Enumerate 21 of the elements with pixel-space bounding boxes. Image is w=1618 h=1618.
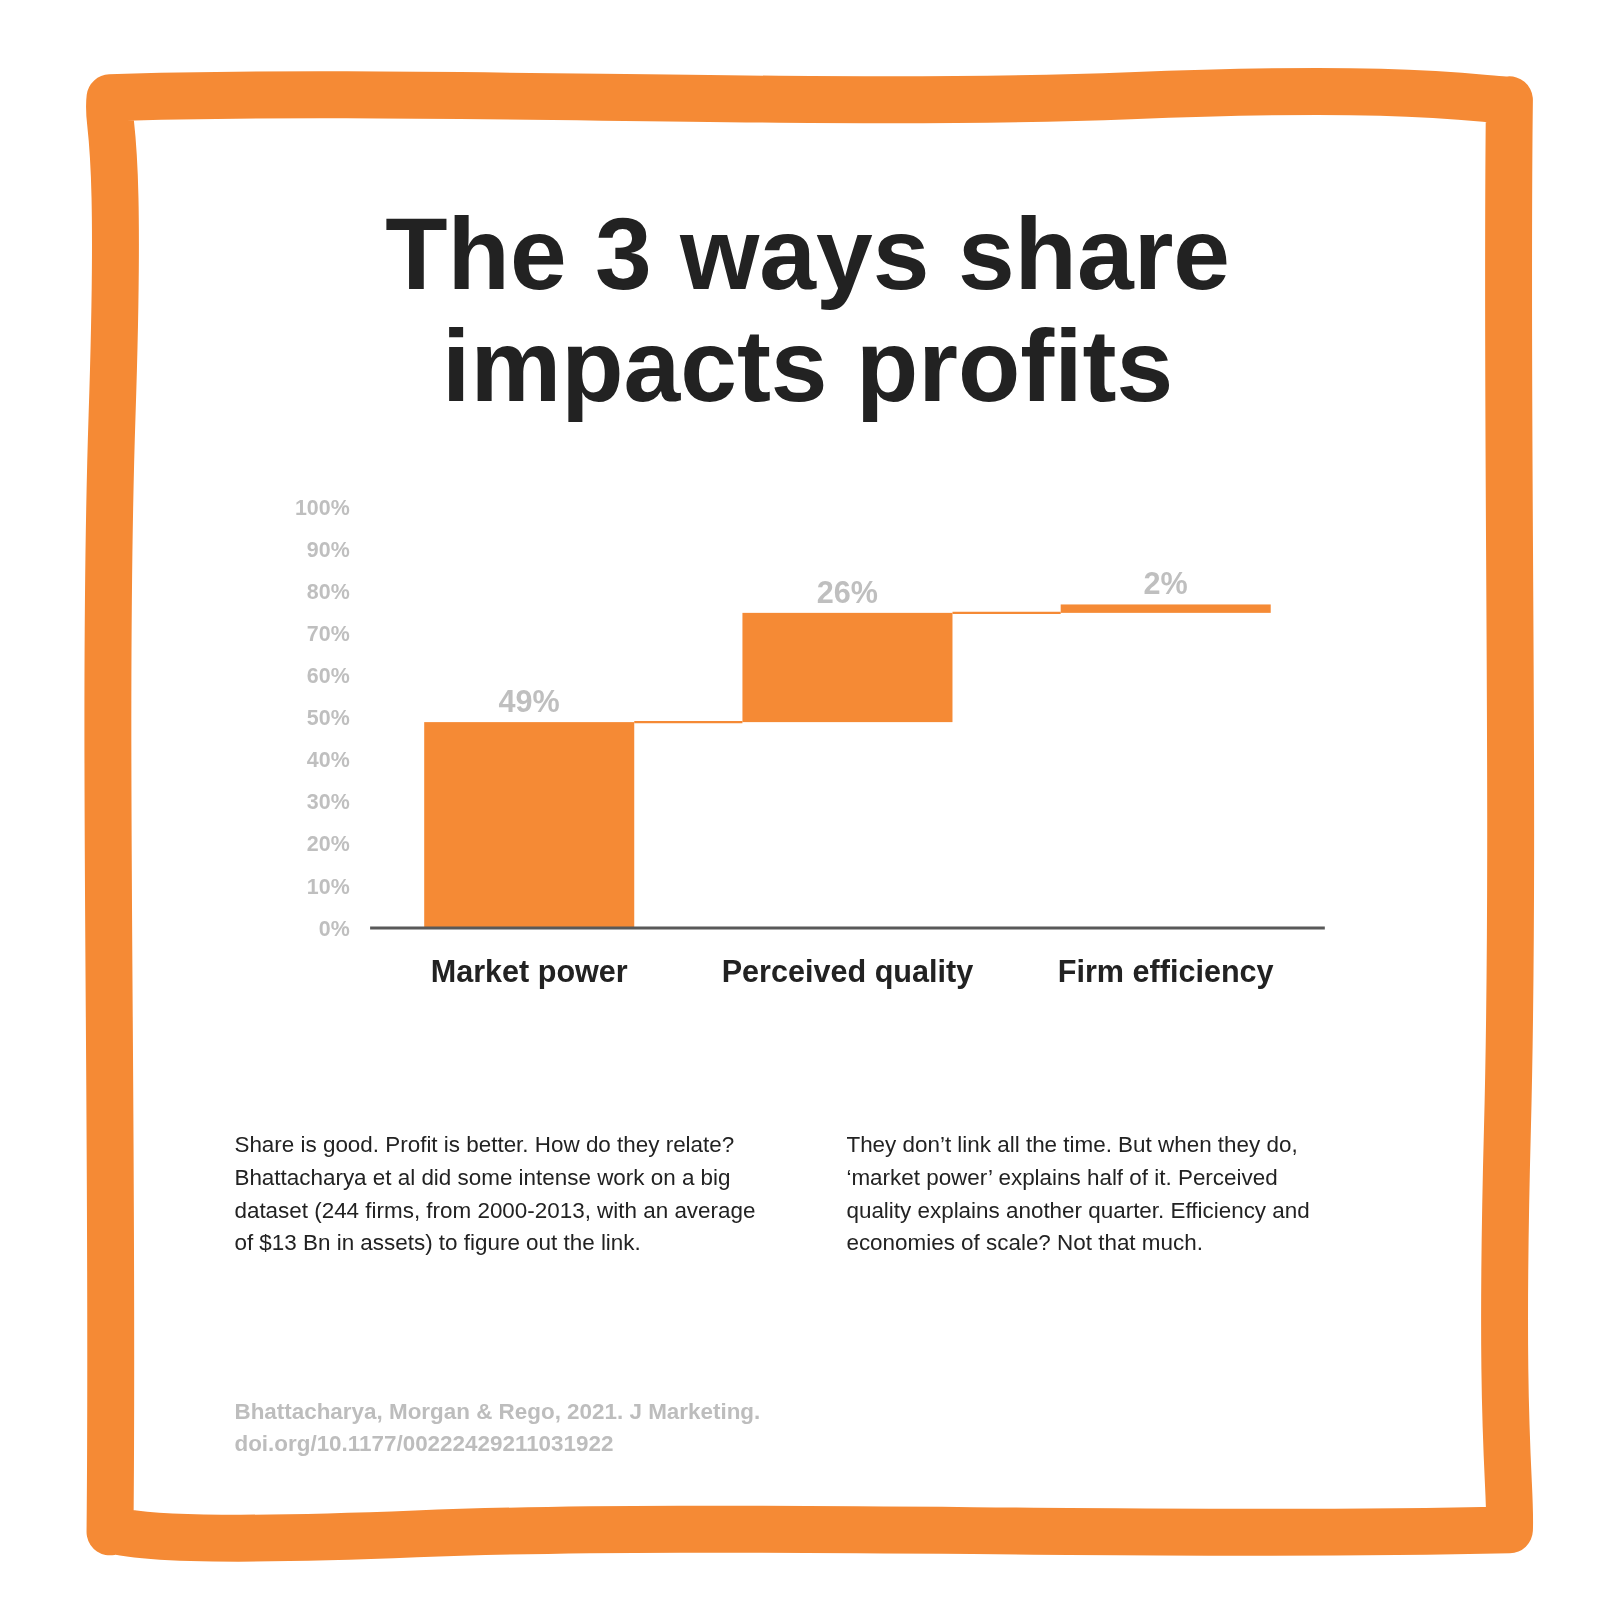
chart-title: The 3 ways share impacts profits: [385, 196, 1231, 423]
text: Bhattacharya, Morgan & Rego, 2021. J Marketing. doi.org/10.1177/00222429211031922: [234, 1398, 761, 1457]
y-tick-label: 20%: [306, 832, 350, 857]
y-tick-label: 100%: [294, 496, 350, 521]
y-tick-label: 50%: [306, 706, 350, 731]
y-tick-label: 90%: [306, 538, 350, 563]
data-label: 2%: [1143, 566, 1188, 601]
data-label: 49%: [498, 683, 560, 718]
text: Share is good. Profit is better. How do they relate? Bhattacharya et al did some intense work on a big dataset (244 firms, from 2000-2013, with an average of $13 Bn in assets) to figure out the link.: [234, 1132, 756, 1256]
y-tick-label: 30%: [306, 790, 350, 815]
text: They don’t link all the time. But when they do, ‘market power’ explains half of it. Perceived quality explains another quarter. Efficiency and economies of scale? Not that much.: [846, 1132, 1310, 1256]
y-tick-label: 40%: [306, 748, 350, 773]
y-tick-label: 80%: [306, 580, 350, 605]
x-tick-label: Perceived quality: [721, 954, 974, 990]
data-label: 26%: [816, 574, 879, 609]
y-tick-label: 0%: [318, 916, 350, 941]
y-tick-label: 70%: [306, 622, 350, 647]
x-tick-label: Market power: [430, 954, 628, 990]
y-tick-label: 60%: [306, 664, 350, 689]
y-tick-label: 10%: [306, 874, 350, 899]
x-tick-label: Firm efficiency: [1057, 954, 1274, 990]
